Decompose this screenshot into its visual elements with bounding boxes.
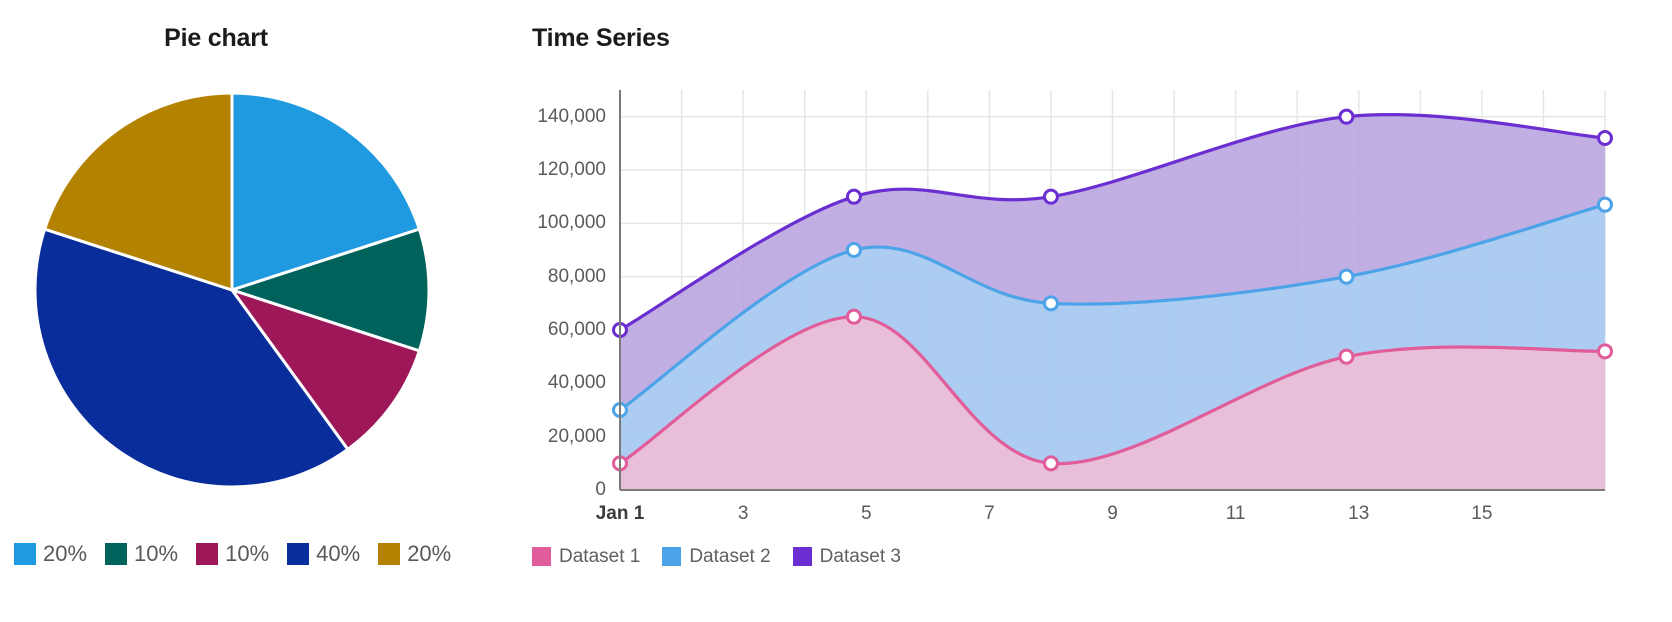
legend-item[interactable]: 20%	[14, 543, 87, 565]
y-axis-tick-label: 120,000	[537, 159, 606, 180]
legend-item-label: 20%	[407, 541, 452, 566]
time-series-legend: Dataset 1 Dataset 2 Dataset 3	[532, 544, 923, 568]
legend-item[interactable]: 10%	[105, 543, 178, 565]
x-axis-tick-label: Jan 1	[595, 503, 645, 524]
pie-slice[interactable]	[227, 227, 431, 353]
time-series-panel: Time Series 0 20,000 40,000 60,000 80,000 100…	[500, 0, 1672, 622]
pie-chart-title: Pie chart	[164, 24, 268, 52]
y-axis-tick-label: 0	[595, 479, 606, 500]
pie-chart-graphic[interactable]	[0, 80, 470, 500]
legend-swatch-icon	[196, 543, 219, 565]
x-axis-tick-label: 13	[1348, 503, 1370, 524]
legend-item-label: Dataset 1	[559, 545, 641, 567]
legend-swatch-icon	[662, 546, 682, 566]
data-point-marker[interactable]	[1597, 343, 1613, 360]
series-area	[620, 316, 1605, 490]
y-axis-tick-label: 140,000	[537, 105, 606, 127]
time-series-graphic[interactable]	[500, 60, 1672, 530]
x-axis-tick-label: 3	[737, 503, 749, 524]
pie-slice[interactable]	[228, 287, 422, 452]
legend-item[interactable]: 40%	[287, 543, 360, 565]
y-axis-tick-label: 40,000	[547, 372, 606, 394]
legend-item[interactable]: Dataset 2	[662, 545, 771, 567]
legend-item-label: 10%	[225, 541, 270, 566]
legend-swatch-icon	[14, 543, 36, 565]
data-point-marker[interactable]	[1338, 268, 1355, 285]
legend-swatch-icon	[105, 543, 128, 565]
time-series-title: Time Series	[532, 24, 670, 52]
pie-slice[interactable]	[230, 91, 422, 293]
legend-item[interactable]: 20%	[378, 543, 451, 565]
pie-chart-legend: 20% 10% 10% 40% 20%	[14, 542, 469, 566]
data-point-marker[interactable]	[845, 188, 862, 205]
legend-item[interactable]: Dataset 1	[532, 545, 641, 567]
x-axis-tick-label: 9	[1107, 503, 1118, 524]
pie-slice[interactable]	[42, 91, 234, 293]
data-point-marker[interactable]	[1597, 130, 1613, 146]
y-axis-tick-label: 20,000	[547, 425, 606, 447]
legend-swatch-icon	[378, 543, 401, 565]
y-axis-tick-label: 100,000	[537, 212, 606, 234]
data-point-marker[interactable]	[845, 242, 862, 258]
legend-item[interactable]: Dataset 3	[792, 545, 901, 567]
data-point-marker[interactable]	[1597, 196, 1613, 213]
legend-item-label: Dataset 2	[689, 545, 771, 567]
legend-swatch-icon	[792, 546, 812, 566]
data-point-marker[interactable]	[1338, 348, 1355, 365]
legend-item-label: Dataset 3	[819, 545, 901, 567]
legend-swatch-icon	[287, 543, 310, 565]
pie-chart-panel: Pie chart 20% 10% 10% 40% 20%	[0, 0, 500, 622]
x-axis-tick-label: 15	[1471, 503, 1493, 524]
legend-item[interactable]: 10%	[196, 543, 269, 565]
x-axis-tick-label: 11	[1225, 503, 1246, 524]
data-point-marker[interactable]	[1042, 295, 1059, 312]
x-axis-tick-label: 5	[860, 503, 872, 524]
data-point-marker[interactable]	[1042, 455, 1059, 472]
legend-swatch-icon	[532, 546, 551, 566]
legend-item-label: 10%	[134, 541, 179, 566]
y-axis-tick-label: 60,000	[547, 319, 606, 340]
y-axis-tick-label: 80,000	[547, 265, 606, 287]
data-point-marker[interactable]	[1042, 188, 1059, 205]
legend-item-label: 20%	[43, 541, 88, 566]
data-point-marker[interactable]	[1338, 108, 1355, 125]
data-point-marker[interactable]	[845, 308, 862, 325]
legend-item-label: 40%	[316, 541, 361, 566]
pie-slice[interactable]	[33, 227, 350, 489]
x-axis-tick-label: 7	[984, 503, 995, 524]
